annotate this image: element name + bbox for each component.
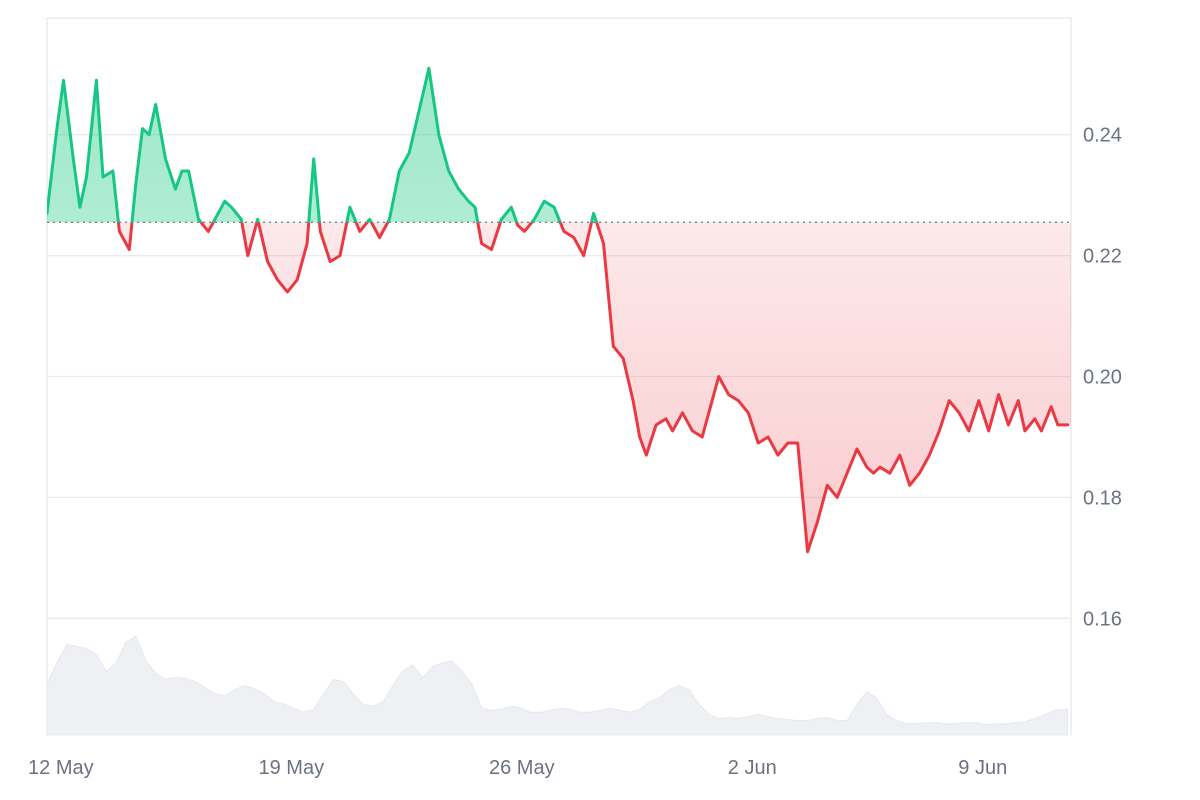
- grid-layer: [46, 17, 1072, 735]
- line-layer: [47, 66, 1070, 554]
- volume-area: [46, 635, 1069, 736]
- y-tick-label: 0.18: [1083, 487, 1122, 509]
- price-line-above: [47, 66, 599, 223]
- y-tick-label: 0.22: [1083, 246, 1122, 268]
- y-tick-label: 0.16: [1083, 608, 1122, 630]
- fill-layer: [47, 68, 1071, 552]
- x-tick-label: 2 Jun: [728, 757, 777, 779]
- x-tick-label: 19 May: [259, 757, 325, 779]
- y-tick-label: 0.20: [1083, 367, 1122, 389]
- y-tick-label: 0.24: [1083, 125, 1122, 147]
- x-tick-label: 26 May: [489, 757, 555, 779]
- area-below-baseline: [118, 222, 1071, 552]
- area-above-baseline: [47, 68, 1068, 223]
- x-tick-label: 12 May: [28, 757, 94, 779]
- volume-layer: [46, 635, 1069, 736]
- axis-layer: 0.16 0.18 0.20 0.22 0.24 12 May 19 May 26 May 2 …: [28, 125, 1122, 779]
- price-line-below: [116, 222, 1070, 554]
- x-tick-label: 9 Jun: [958, 757, 1007, 779]
